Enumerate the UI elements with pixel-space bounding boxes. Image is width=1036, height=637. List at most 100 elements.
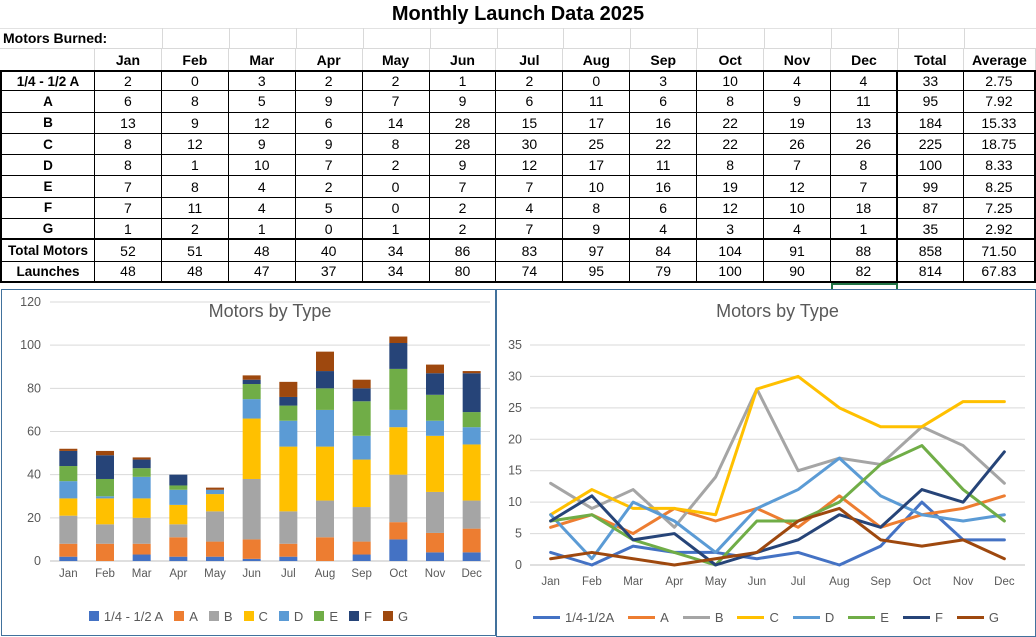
bar-segment[interactable]: [316, 447, 334, 501]
bar-segment[interactable]: [426, 421, 444, 436]
bar-segment[interactable]: [169, 505, 187, 524]
table-cell[interactable]: 6: [296, 113, 363, 134]
table-cell[interactable]: 12: [697, 198, 764, 219]
table-cell[interactable]: 4: [764, 70, 831, 91]
bar-segment[interactable]: [59, 449, 77, 451]
bar-segment[interactable]: [316, 410, 334, 447]
bar-segment[interactable]: [59, 516, 77, 544]
column-header[interactable]: Oct: [697, 48, 764, 70]
bar-segment[interactable]: [389, 337, 407, 343]
sheet-cell[interactable]: [497, 28, 564, 48]
line-series[interactable]: [551, 452, 1005, 565]
table-cell[interactable]: 11: [630, 155, 697, 176]
bar-segment[interactable]: [59, 557, 77, 561]
chart-title[interactable]: Motors by Type: [209, 301, 332, 321]
table-cell[interactable]: 28: [430, 134, 497, 155]
bar-segment[interactable]: [133, 518, 151, 544]
legend-item[interactable]: A: [174, 609, 198, 624]
table-cell[interactable]: 2: [363, 70, 430, 91]
bar-segment[interactable]: [96, 544, 114, 561]
bar-segment[interactable]: [389, 539, 407, 561]
table-cell[interactable]: 10: [563, 176, 630, 197]
bar-segment[interactable]: [59, 498, 77, 515]
table-cell[interactable]: 7: [496, 176, 563, 197]
bar-segment[interactable]: [389, 343, 407, 369]
table-cell-total[interactable]: 100: [898, 155, 964, 176]
table-cell[interactable]: 8: [363, 134, 430, 155]
bar-segment[interactable]: [243, 419, 261, 479]
bar-segment[interactable]: [353, 388, 371, 401]
bar-segment[interactable]: [59, 481, 77, 498]
table-cell[interactable]: 12: [229, 113, 296, 134]
table-cell[interactable]: 4: [630, 219, 697, 240]
table-cell[interactable]: 8: [162, 91, 229, 112]
row-label[interactable]: 1/4 - 1/2 A: [0, 70, 95, 91]
legend-item[interactable]: B: [209, 609, 233, 624]
line-chart[interactable]: 05101520253035JanFebMarAprMayJunJulAugSe…: [497, 290, 1035, 603]
table-cell-average[interactable]: 7.25: [964, 198, 1036, 219]
bar-segment[interactable]: [59, 544, 77, 557]
row-label[interactable]: A: [0, 91, 95, 112]
table-cell[interactable]: 14: [363, 113, 430, 134]
table-cell-total[interactable]: 225: [898, 134, 964, 155]
bar-segment[interactable]: [463, 371, 481, 373]
table-cell[interactable]: 1: [430, 70, 497, 91]
legend-item[interactable]: E: [848, 610, 889, 625]
table-cell[interactable]: 0: [363, 176, 430, 197]
row-label[interactable]: E: [0, 176, 95, 197]
bar-segment[interactable]: [206, 542, 224, 557]
table-cell[interactable]: 91: [764, 240, 831, 261]
bar-segment[interactable]: [96, 451, 114, 455]
bar-segment[interactable]: [279, 557, 297, 561]
table-cell[interactable]: 17: [563, 113, 630, 134]
legend-item[interactable]: C: [737, 610, 778, 625]
table-cell[interactable]: 80: [430, 262, 497, 283]
bar-segment[interactable]: [133, 477, 151, 499]
table-cell[interactable]: 34: [363, 240, 430, 261]
table-cell[interactable]: 25: [563, 134, 630, 155]
table-cell-average[interactable]: 67.83: [964, 262, 1036, 283]
line-chart-panel[interactable]: 05101520253035JanFebMarAprMayJunJulAugSe…: [496, 289, 1036, 637]
table-cell[interactable]: 22: [697, 113, 764, 134]
table-cell[interactable]: 9: [229, 134, 296, 155]
column-header[interactable]: Mar: [229, 48, 296, 70]
table-cell-total[interactable]: 95: [898, 91, 964, 112]
sheet-cell[interactable]: [162, 28, 229, 48]
bar-segment[interactable]: [353, 436, 371, 460]
table-cell[interactable]: 82: [831, 262, 898, 283]
legend-item[interactable]: E: [314, 609, 338, 624]
bar-segment[interactable]: [243, 375, 261, 379]
legend-item[interactable]: F: [903, 610, 943, 625]
table-cell[interactable]: 4: [831, 70, 898, 91]
table-cell[interactable]: 6: [496, 91, 563, 112]
table-cell[interactable]: 86: [430, 240, 497, 261]
table-cell[interactable]: 11: [162, 198, 229, 219]
table-cell-average[interactable]: 71.50: [964, 240, 1036, 261]
table-cell[interactable]: 34: [363, 262, 430, 283]
table-cell-total[interactable]: 35: [898, 219, 964, 240]
table-cell[interactable]: 28: [430, 113, 497, 134]
table-cell[interactable]: 9: [563, 219, 630, 240]
bar-segment[interactable]: [279, 511, 297, 543]
bar-segment[interactable]: [389, 410, 407, 427]
table-cell[interactable]: 22: [697, 134, 764, 155]
table-cell[interactable]: 7: [296, 155, 363, 176]
bar-segment[interactable]: [389, 522, 407, 539]
bar-segment[interactable]: [463, 501, 481, 529]
table-cell[interactable]: 1: [363, 219, 430, 240]
table-cell[interactable]: 19: [697, 176, 764, 197]
table-cell-total[interactable]: 33: [898, 70, 964, 91]
table-cell[interactable]: 6: [630, 198, 697, 219]
table-cell[interactable]: 13: [831, 113, 898, 134]
table-cell[interactable]: 5: [296, 198, 363, 219]
table-cell[interactable]: 30: [496, 134, 563, 155]
table-cell-average[interactable]: 2.75: [964, 70, 1036, 91]
row-label[interactable]: G: [0, 219, 95, 240]
bar-segment[interactable]: [463, 412, 481, 427]
bar-segment[interactable]: [353, 507, 371, 542]
bar-segment[interactable]: [279, 544, 297, 557]
bar-segment[interactable]: [426, 552, 444, 561]
sheet-cell[interactable]: [964, 28, 1036, 48]
legend-item[interactable]: C: [244, 609, 268, 624]
table-cell[interactable]: 8: [563, 198, 630, 219]
